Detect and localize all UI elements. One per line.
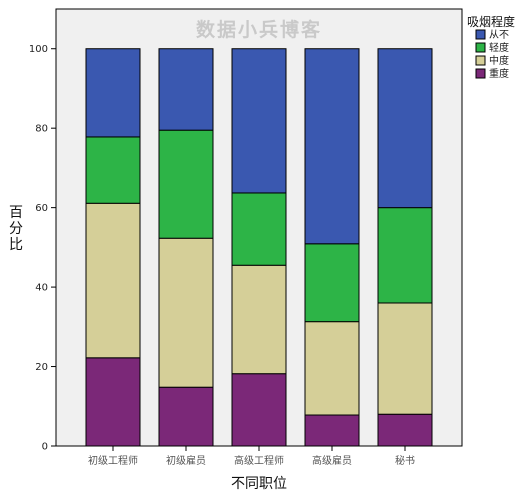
y-axis-title-char: 比: [9, 237, 23, 253]
x-axis: 初级工程师 初级雇员 高级工程师 高级雇员 秘书: [88, 446, 415, 467]
bar-segment: [377, 48, 433, 209]
x-axis-title: 不同职位: [231, 476, 287, 492]
bar-segment: [377, 413, 433, 447]
y-axis: 0 20 40 60 80 100: [29, 44, 56, 453]
bar-segment: [231, 373, 287, 447]
bar-segment: [377, 207, 433, 304]
bar-segment: [231, 264, 287, 375]
y-tick-label: 20: [35, 362, 48, 373]
watermark-text: 数据小兵博客: [196, 18, 322, 41]
bar-segment: [304, 243, 360, 323]
legend-title: 吸烟程度: [467, 14, 515, 29]
bar-segment: [231, 48, 287, 194]
legend-swatch: [475, 68, 486, 79]
bar-segment: [158, 48, 214, 131]
x-tick-label: 秘书: [395, 454, 415, 467]
y-tick-label: 60: [35, 203, 48, 214]
bar-segment: [304, 414, 360, 447]
legend-label: 轻度: [489, 41, 509, 54]
bar-segment: [85, 202, 141, 359]
bar-segment: [304, 321, 360, 416]
y-tick-label: 40: [35, 283, 48, 294]
x-tick-label: 高级工程师: [234, 454, 284, 467]
legend-label: 中度: [489, 54, 509, 67]
y-tick-label: 100: [29, 44, 48, 55]
bar-segment: [377, 302, 433, 415]
legend-swatch: [475, 42, 486, 53]
y-tick-label: 80: [35, 124, 48, 135]
bar-segment: [85, 136, 141, 204]
x-tick-label: 初级雇员: [166, 454, 206, 467]
y-tick-label: 0: [42, 442, 48, 453]
bar-segment: [158, 129, 214, 239]
y-axis-title: 百分比: [9, 205, 23, 253]
legend-swatch: [475, 29, 486, 40]
bar-segment: [304, 48, 360, 245]
bar-segment: [231, 192, 287, 266]
bar-segment: [85, 357, 141, 447]
bar-segment: [158, 386, 214, 447]
x-tick-label: 高级雇员: [312, 454, 352, 467]
legend-label: 重度: [489, 67, 509, 80]
legend-swatch: [475, 55, 486, 66]
x-tick-label: 初级工程师: [88, 454, 138, 467]
bar-segment: [85, 48, 141, 138]
legend-label: 从不: [489, 30, 509, 41]
bars-layer: [85, 48, 433, 447]
bar-segment: [158, 237, 214, 388]
y-axis-title-char: 百: [9, 205, 23, 221]
y-axis-title-char: 分: [9, 221, 23, 237]
